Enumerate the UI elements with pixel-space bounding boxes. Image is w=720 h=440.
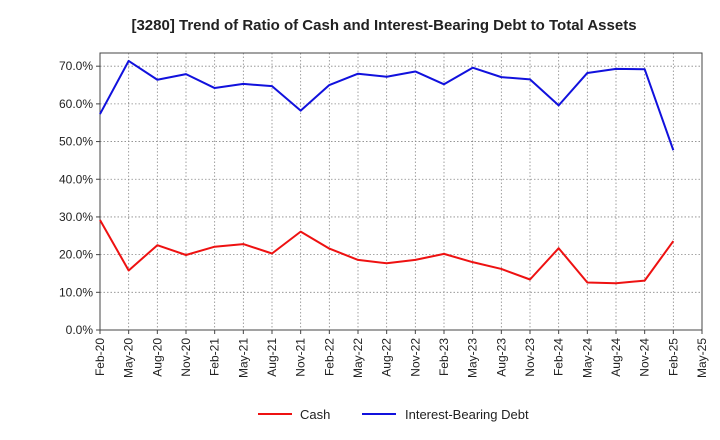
x-tick-label: Aug-22 [380,338,394,377]
series-line-cash [99,219,675,285]
y-tick-label: 20.0% [59,248,93,262]
x-tick-label: Feb-25 [666,338,680,376]
series-line-interest-bearing-debt [99,59,675,151]
x-tick-label: Feb-23 [437,338,451,376]
plot-frame [99,52,703,331]
legend-label: Cash [300,407,330,422]
x-tick-label: Feb-24 [552,338,566,376]
y-tick-label: 40.0% [59,172,93,186]
x-tick-label: May-21 [236,338,250,378]
x-tick-label: Nov-23 [523,338,537,377]
x-tick-label: May-20 [122,338,136,378]
x-axis: Feb-20 May-20 Aug-20 Nov-20 Feb-21 May-21 Aug-… [93,330,709,378]
x-tick-label: May-24 [580,338,594,378]
x-tick-label: Feb-20 [93,338,107,376]
y-tick-label: 30.0% [59,210,93,224]
legend-label: Interest-Bearing Debt [405,407,529,422]
x-tick-label: Nov-22 [408,338,422,377]
y-axis: 0.0% 10.0% 20.0% 30.0% 40.0% 50.0% 60.0% 70.0% [59,59,100,337]
y-tick-label: 0.0% [66,323,94,337]
x-tick-label: May-22 [351,338,365,378]
x-tick-label: Feb-22 [322,338,336,376]
x-tick-label: May-23 [466,338,480,378]
x-tick-label: May-25 [695,338,709,378]
x-tick-label: Feb-21 [208,338,222,376]
grid-lines [99,53,703,331]
y-tick-label: 70.0% [59,59,93,73]
x-tick-label: Nov-21 [294,338,308,377]
x-tick-label: Aug-21 [265,338,279,377]
chart-title: [3280] Trend of Ratio of Cash and Intere… [131,17,636,34]
x-tick-label: Nov-20 [179,338,193,377]
y-tick-label: 60.0% [59,97,93,111]
x-tick-label: Aug-20 [150,338,164,377]
y-tick-label: 50.0% [59,135,93,149]
x-tick-label: Aug-24 [609,338,623,377]
x-tick-label: Aug-23 [494,338,508,377]
x-tick-label: Nov-24 [638,338,652,377]
legend: Cash Interest-Bearing Debt [258,407,529,422]
y-tick-label: 10.0% [59,285,93,299]
series-lines [99,59,675,285]
